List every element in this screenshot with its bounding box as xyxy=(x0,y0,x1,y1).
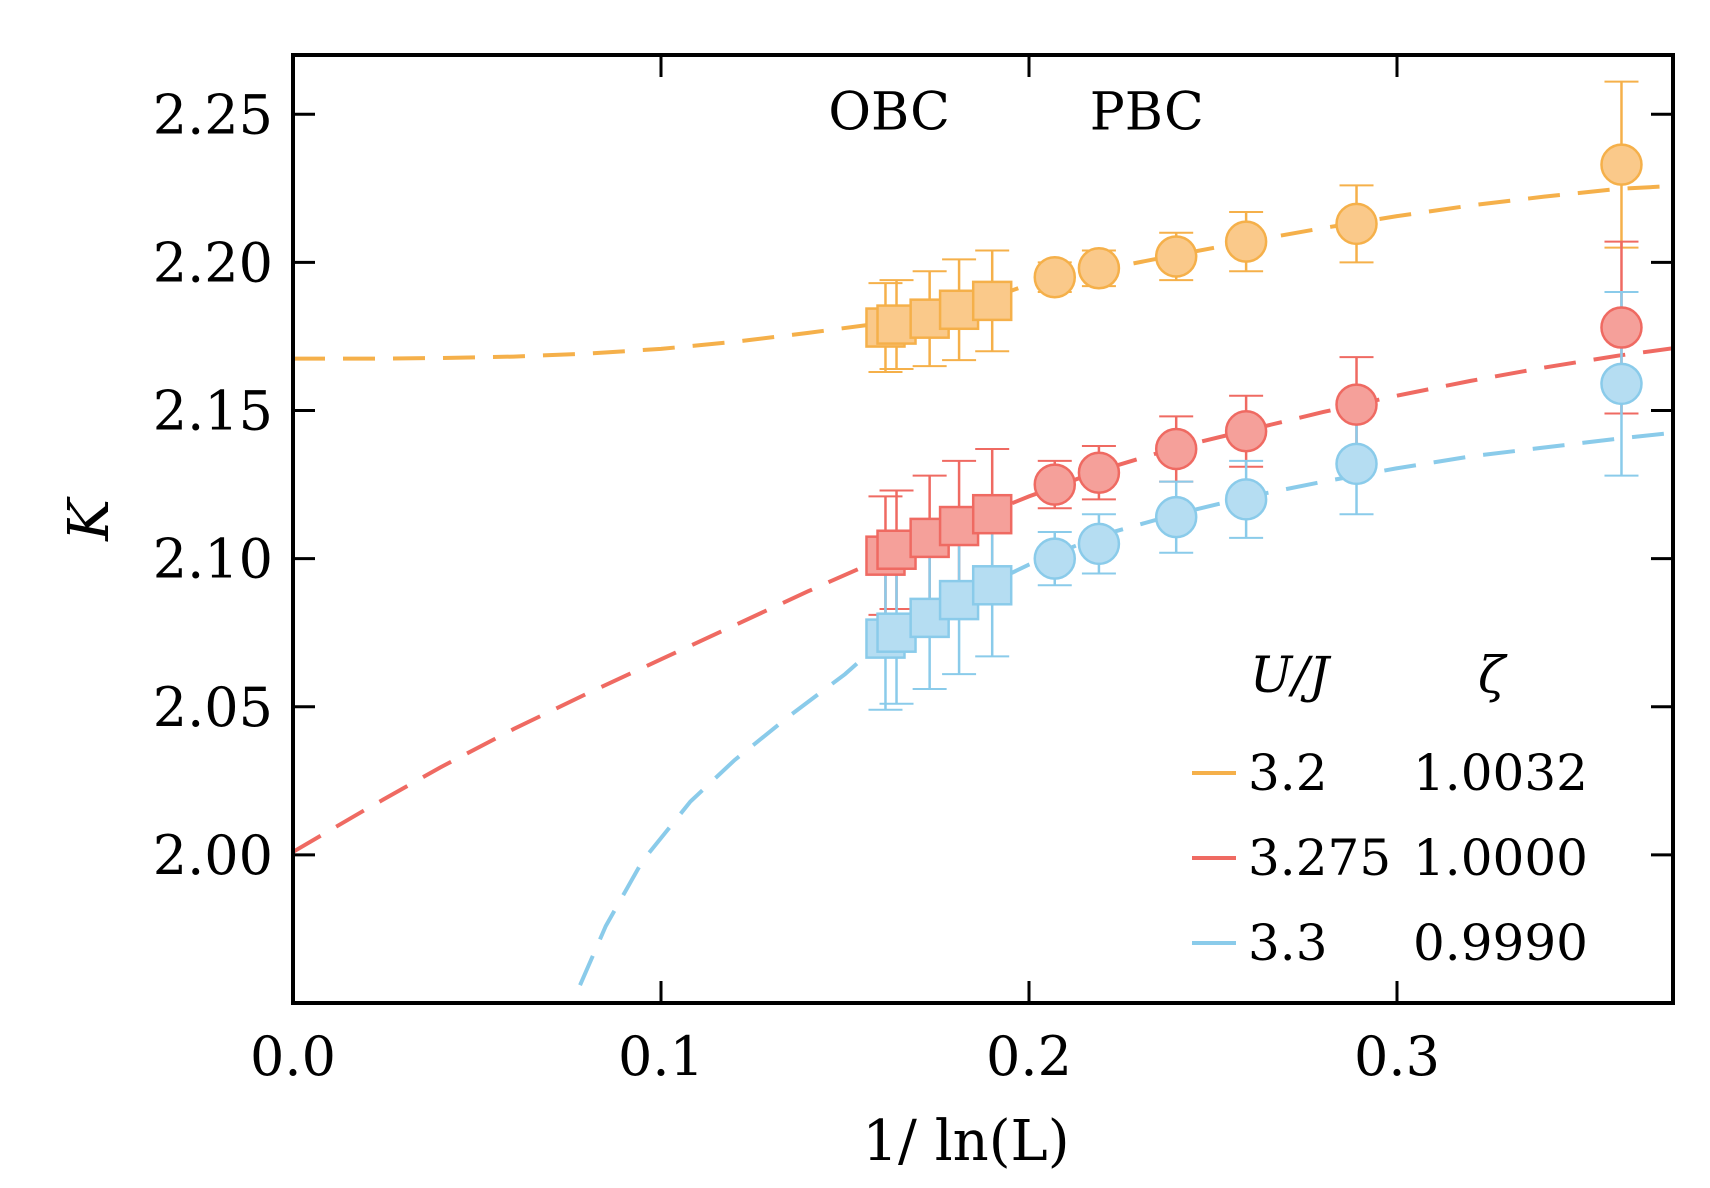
legend-label-3-275: 3.275 xyxy=(1248,829,1391,887)
annotation-obc: OBC xyxy=(828,82,950,142)
pbc-point-3-275 xyxy=(1033,463,1077,506)
fit-line-3-2 xyxy=(293,183,1673,361)
x-tick-label: 0.0 xyxy=(250,1025,336,1088)
x-axis-label: 1/ ln(L) xyxy=(862,1109,1069,1174)
pbc-point-3-3 xyxy=(1033,537,1077,580)
y-tick-label: 2.00 xyxy=(153,824,273,887)
legend-label-3-2: 3.2 xyxy=(1248,744,1328,802)
obc-point-3-275 xyxy=(938,505,980,547)
pbc-point-3-3 xyxy=(1224,478,1268,521)
x-tick-label: 0.2 xyxy=(986,1025,1072,1088)
legend-header-zeta: ζ xyxy=(1478,646,1508,704)
obc-point-3-275 xyxy=(876,529,917,570)
pbc-point-3-275 xyxy=(1224,409,1268,453)
y-tick-label: 2.25 xyxy=(153,83,273,146)
annotation-pbc: PBC xyxy=(1090,82,1204,142)
legend-zeta-3-275: 1.0000 xyxy=(1413,829,1588,887)
x-tick-label: 0.1 xyxy=(618,1025,704,1088)
pbc-point-3-3 xyxy=(1335,442,1378,486)
y-tick-label: 2.05 xyxy=(153,676,273,739)
legend-header-uj: U/J xyxy=(1250,646,1332,704)
pbc-point-3-2 xyxy=(1154,235,1198,278)
tick-labels: 0.0 0.1 0.2 0.3 2.00 2.05 2.10 2.15 2.20 2.25 xyxy=(153,83,1440,1088)
obc-point-3-2 xyxy=(938,289,980,331)
pbc-point-3-2 xyxy=(1224,220,1268,263)
pbc-point-3-275 xyxy=(1154,427,1198,471)
pbc-point-3-3 xyxy=(1600,362,1643,406)
plot-frame xyxy=(291,53,1675,1005)
obc-point-3-3 xyxy=(971,565,1013,606)
fit-line-3-3 xyxy=(578,430,1673,987)
y-axis-label: K xyxy=(57,496,122,542)
pbc-point-3-2 xyxy=(1335,202,1378,246)
pbc-point-3-275 xyxy=(1335,383,1378,426)
pbc-point-3-2 xyxy=(1033,255,1077,299)
pbc-point-3-275 xyxy=(1600,306,1643,349)
legend-label-3-3: 3.3 xyxy=(1248,914,1328,972)
obc-point-3-2 xyxy=(876,304,917,345)
pbc-point-3-2 xyxy=(1077,247,1121,290)
axis-ticks xyxy=(291,55,1673,1003)
legend-zeta-3-2: 1.0032 xyxy=(1413,744,1588,802)
legend: U/J ζ 3.2 1.0032 3.275 1.0000 3.3 0.9990 xyxy=(1192,646,1588,972)
obc-point-3-2 xyxy=(971,280,1013,322)
obc-point-3-275 xyxy=(971,493,1013,535)
legend-zeta-3-3: 0.9990 xyxy=(1413,914,1588,972)
pbc-point-3-275 xyxy=(1077,451,1121,494)
data-markers xyxy=(865,143,1643,659)
y-tick-label: 2.20 xyxy=(153,231,273,294)
pbc-point-3-3 xyxy=(1077,522,1121,566)
pbc-point-3-3 xyxy=(1154,495,1198,539)
y-tick-label: 2.15 xyxy=(153,380,273,443)
error-bars xyxy=(868,80,1639,711)
pbc-point-3-2 xyxy=(1600,143,1643,186)
x-tick-label: 0.3 xyxy=(1354,1025,1440,1088)
y-tick-label: 2.10 xyxy=(153,528,273,591)
